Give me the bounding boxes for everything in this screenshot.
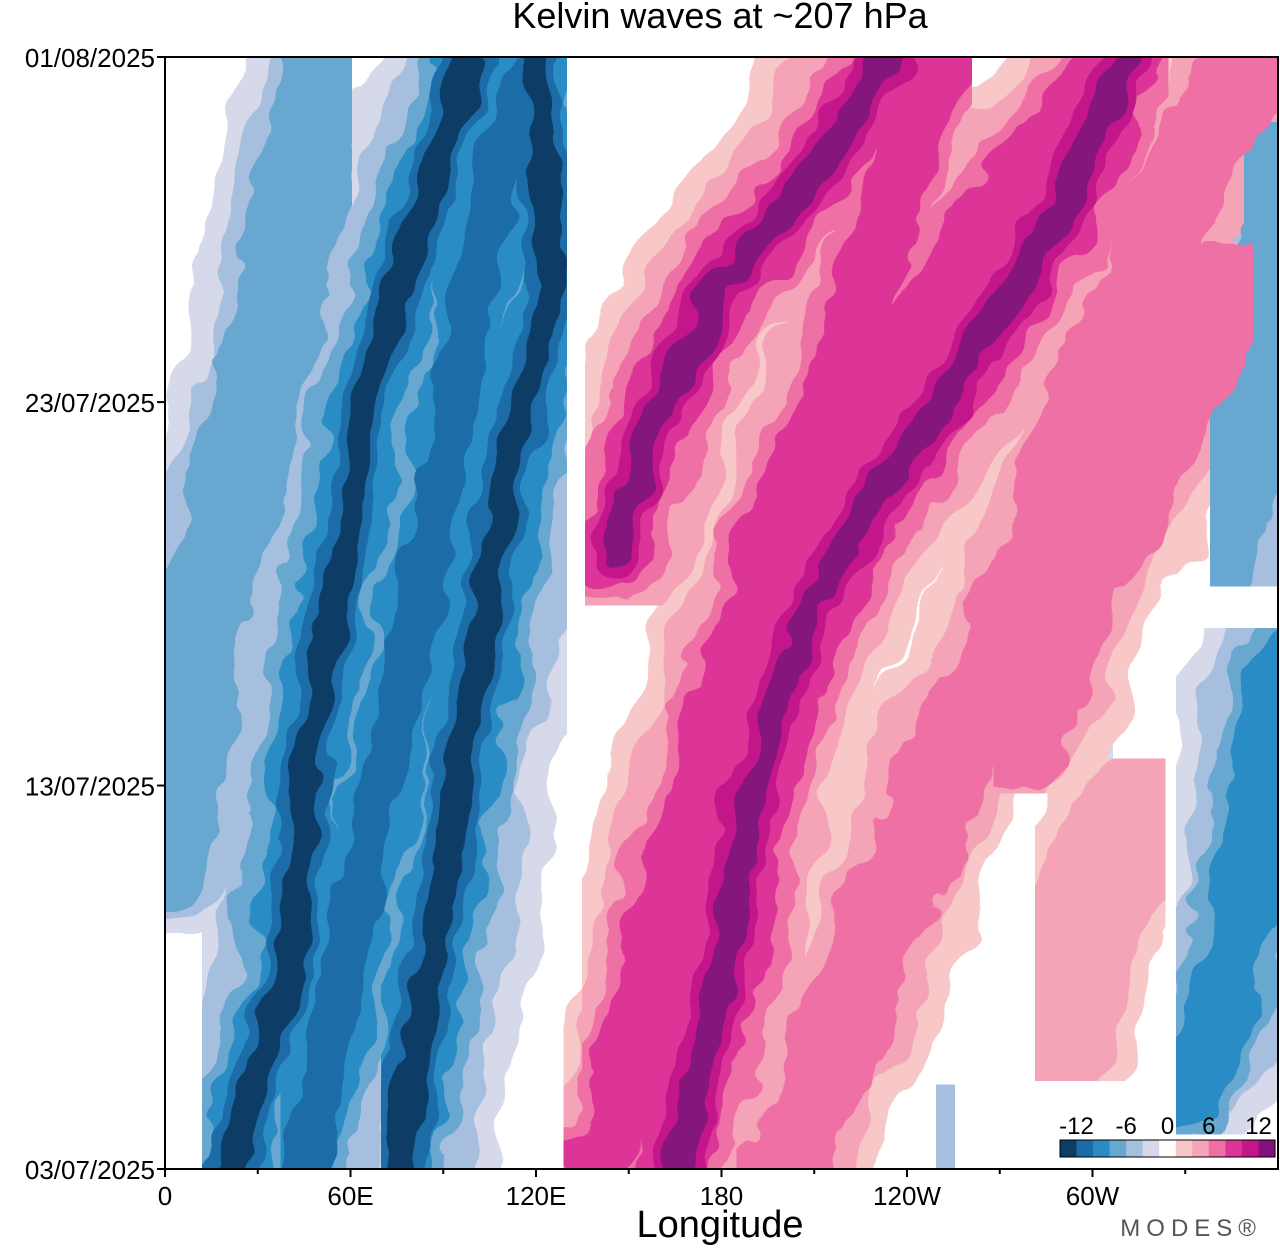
colorbar-tick-label: 0 <box>1161 1113 1174 1140</box>
colorbar-swatch <box>1142 1140 1160 1157</box>
colorbar-swatch <box>1192 1140 1210 1157</box>
contour-band-pos-15-level-3 <box>970 241 1277 793</box>
x-tick-label: 120W <box>873 1181 941 1211</box>
x-tick-label: 60W <box>1066 1181 1120 1211</box>
colorbar-tick-label: 12 <box>1245 1113 1272 1140</box>
colorbar-swatch <box>1225 1140 1243 1157</box>
contour-band-neg-9-level-3 <box>1200 87 1278 295</box>
x-axis-label: Longitude <box>637 1204 804 1246</box>
colorbar-swatch <box>1060 1140 1077 1157</box>
colorbar: -12 -6 0 6 12 <box>1059 1113 1276 1158</box>
x-tick-label: 120E <box>506 1181 567 1211</box>
x-tick-label: 0 <box>158 1181 172 1211</box>
contour-band-pos-14-level-3 <box>737 57 1278 1169</box>
contour-band-neg-1-level-5 <box>281 57 559 1169</box>
colorbar-swatch <box>1109 1140 1127 1157</box>
contour-band-pos-11-level-6 <box>661 57 1138 1169</box>
y-tick-label: 23/07/2025 <box>25 388 155 418</box>
y-tick-label: 03/07/2025 <box>25 1155 155 1185</box>
colorbar-swatch <box>1126 1140 1144 1157</box>
contour-band-neg-2-level-3 <box>165 57 382 909</box>
x-tick-label: 60E <box>327 1181 373 1211</box>
colorbar-swatch <box>1093 1140 1111 1157</box>
y-axis: 03/07/2025 13/07/2025 23/07/2025 01/08/2025 <box>25 43 165 1185</box>
colorbar-tick-label: -6 <box>1116 1113 1137 1140</box>
contour-band-pos-16-level-2 <box>987 727 1213 1113</box>
colorbar-tick-label: 6 <box>1202 1113 1215 1140</box>
y-tick-label: 01/08/2025 <box>25 43 155 73</box>
contour-band-pos-13-level-6 <box>600 57 905 569</box>
contour-band-neg-0-level-6 <box>213 57 488 1169</box>
colorbar-swatch <box>1208 1140 1226 1157</box>
colorbar-tick-label: -12 <box>1059 1113 1094 1140</box>
x-tick-label: 180 <box>700 1181 743 1211</box>
chart-title: Kelvin waves at ~207 hPa <box>512 0 928 36</box>
modes-brand-label: MODES® <box>1120 1215 1262 1242</box>
colorbar-swatch <box>1258 1140 1276 1157</box>
contour-field <box>165 57 1278 1169</box>
contour-band-neg-5-level-2 <box>879 1033 1012 1169</box>
colorbar-swatch <box>1241 1140 1259 1157</box>
contour-band-neg-3-level-6 <box>383 57 565 1169</box>
colorbar-swatch <box>1076 1140 1094 1157</box>
colorbar-frame <box>1059 1139 1276 1158</box>
contour-band-neg-6-level-4 <box>1152 637 1278 1126</box>
y-tick-label: 13/07/2025 <box>25 772 155 802</box>
colorbar-swatch <box>1175 1140 1193 1157</box>
colorbar-swatch <box>1159 1140 1177 1157</box>
contour-band-pos-12-level-4 <box>595 62 1126 1088</box>
x-axis: 0 60E 120E 180 120W 60W <box>158 1169 1187 1211</box>
